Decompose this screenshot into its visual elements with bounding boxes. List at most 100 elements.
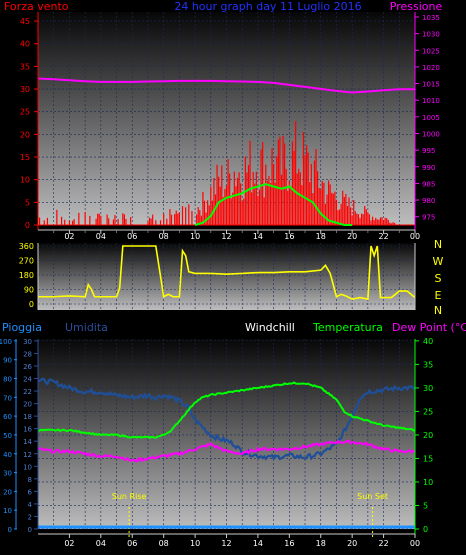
wind-axis-tick-label: 20 xyxy=(20,130,30,139)
direction-axis-tick-label: 90 xyxy=(24,286,34,295)
humidity-title: Umidita xyxy=(65,321,108,334)
wind-axis-tick-label: 30 xyxy=(20,85,30,94)
compass-label-s: S xyxy=(435,272,442,285)
time-axis-tick-label: 08 xyxy=(159,539,169,548)
wind-direction-series xyxy=(38,245,416,301)
pressure-axis-tick-label: 990 xyxy=(422,164,435,172)
compass-label-n-top: N xyxy=(434,238,442,251)
time-axis-tick-label: 18 xyxy=(316,539,326,548)
wind-pressure-series xyxy=(37,77,415,226)
rain-axis-tick-label: 40 xyxy=(3,451,12,459)
time-axis-tick-label: 20 xyxy=(347,232,357,241)
temperature-axis-tick-label: 30 xyxy=(423,384,433,393)
time-axis-tick-label: 02 xyxy=(64,539,74,548)
humidity-axis-tick-label: 0 xyxy=(28,526,32,534)
direction-axis-tick-label: 270 xyxy=(19,257,34,266)
humidity-temperature-panel: Sun Rise Sun Set 051015202530354001020304… xyxy=(0,321,466,548)
time-axis-tick-label: 12 xyxy=(221,232,231,241)
time-axis-tick-label: 16 xyxy=(284,539,294,548)
pressure-axis-tick-label: 1000 xyxy=(422,130,440,138)
time-axis-tick-label: 06 xyxy=(127,232,137,241)
wind-axis-tick-label: 45 xyxy=(20,17,30,26)
direction-axis-tick-label: 180 xyxy=(19,271,34,280)
time-axis-tick-label: 00 xyxy=(410,232,420,241)
rain-axis-tick-label: 100 xyxy=(0,338,12,346)
humidity-temperature-series: Sun Rise Sun Set xyxy=(37,377,416,539)
rain-axis-tick-label: 50 xyxy=(3,432,12,440)
pressure-axis-tick-label: 1030 xyxy=(422,31,440,39)
dewpoint-title: Dew Point (°C) xyxy=(392,321,466,334)
humidity-axis-tick-label: 28 xyxy=(23,350,32,358)
chart-date-title: 24 hour graph day 11 Luglio 2016 xyxy=(174,0,361,13)
pressure-axis-tick-label: 1015 xyxy=(422,81,440,89)
wind-axis-tick-label: 35 xyxy=(20,62,30,71)
wind-pressure-panel: 0510152025303540459759809859909951000100… xyxy=(4,0,442,241)
pressure-axis-tick-label: 975 xyxy=(422,214,435,222)
wind-axis-tick-label: 40 xyxy=(20,40,30,49)
temperature-axis-tick-label: 35 xyxy=(423,360,433,369)
wind-axis-tick-label: 5 xyxy=(25,198,30,207)
humidity-axis-tick-label: 4 xyxy=(28,501,33,509)
temperature-axis-tick-label: 0 xyxy=(423,525,428,534)
time-axis-tick-label: 00 xyxy=(410,539,420,548)
sunrise-label: Sun Rise xyxy=(112,492,147,501)
temperature-title: Temperatura xyxy=(312,321,383,334)
humidity-axis-tick-label: 2 xyxy=(28,513,32,521)
pressure-axis-tick-label: 1035 xyxy=(422,14,440,22)
pressure-line xyxy=(37,77,415,94)
wind-speed-title: Forza vento xyxy=(4,0,69,13)
time-axis-tick-label: 14 xyxy=(253,539,263,548)
compass-label-e: E xyxy=(435,289,442,302)
pressure-axis-tick-label: 980 xyxy=(422,197,435,205)
pressure-axis-tick-label: 1020 xyxy=(422,64,440,72)
wind-direction-axes: 0 90 180 270 360 xyxy=(19,242,416,310)
humidity-axis-tick-label: 22 xyxy=(23,388,32,396)
rain-axis-tick-label: 0 xyxy=(8,526,12,534)
windchill-title: Windchill xyxy=(245,321,295,334)
humidity-temperature-grid xyxy=(38,339,415,530)
time-axis-tick-label: 12 xyxy=(221,539,231,548)
time-axis-tick-label: 14 xyxy=(253,232,263,241)
humidity-axis-tick-label: 30 xyxy=(23,338,32,346)
wind-pressure-axes: 0510152025303540459759809859909951000100… xyxy=(20,12,440,241)
pressure-axis-tick-label: 985 xyxy=(422,180,435,188)
rain-axis-tick-label: 10 xyxy=(3,507,12,515)
temperature-axis-tick-label: 40 xyxy=(423,337,433,346)
temperature-axis-tick-label: 5 xyxy=(423,501,428,510)
dewpoint-line xyxy=(37,439,416,463)
wind-direction-grid xyxy=(38,243,415,310)
humidity-axis-tick-label: 24 xyxy=(23,376,32,384)
direction-axis-tick-label: 360 xyxy=(19,242,34,251)
temperature-axis-tick-label: 10 xyxy=(423,478,433,487)
humidity-axis-tick-label: 10 xyxy=(23,463,32,471)
time-axis-tick-label: 18 xyxy=(316,232,326,241)
time-axis-tick-label: 04 xyxy=(96,539,106,548)
direction-axis-tick-label: 0 xyxy=(29,300,34,309)
humidity-axis-tick-label: 14 xyxy=(23,438,32,446)
humidity-axis-tick-label: 12 xyxy=(23,451,32,459)
rain-title: Pioggia xyxy=(2,321,42,334)
rain-axis-tick-label: 70 xyxy=(3,394,12,402)
humidity-temperature-axes: 0510152025303540010203040506070809010002… xyxy=(0,337,433,548)
compass-label-w: W xyxy=(433,255,444,268)
pressure-axis-tick-label: 995 xyxy=(422,147,435,155)
rain-axis-tick-label: 60 xyxy=(3,413,12,421)
rain-axis-tick-label: 30 xyxy=(3,470,12,478)
humidity-axis-tick-label: 18 xyxy=(23,413,32,421)
time-axis-tick-label: 06 xyxy=(127,539,137,548)
time-axis-tick-label: 08 xyxy=(159,232,169,241)
wind-direction-line xyxy=(38,245,416,301)
wind-axis-tick-label: 0 xyxy=(25,221,30,230)
temperature-axis-tick-label: 20 xyxy=(423,431,433,440)
pressure-axis-tick-label: 1005 xyxy=(422,114,440,122)
rain-axis-tick-label: 20 xyxy=(3,488,12,496)
time-axis-tick-label: 22 xyxy=(378,232,388,241)
wind-axis-tick-label: 25 xyxy=(20,108,30,117)
compass-labels: N W S E N xyxy=(433,238,444,317)
wind-axis-tick-label: 10 xyxy=(20,176,30,185)
pressure-title: Pressione xyxy=(390,0,443,13)
time-axis-tick-label: 02 xyxy=(64,232,74,241)
humidity-line xyxy=(37,377,416,461)
time-axis-tick-label: 10 xyxy=(190,539,200,548)
